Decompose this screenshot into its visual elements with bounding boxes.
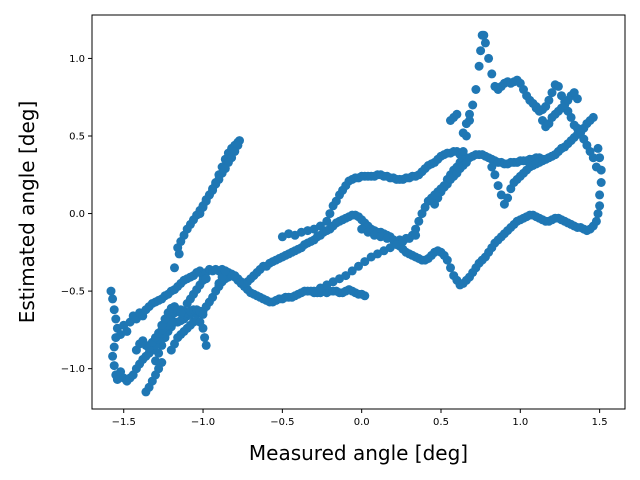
data-point: [476, 46, 486, 56]
data-point: [493, 181, 503, 191]
x-tick-label: 0.5: [433, 417, 449, 428]
y-tick-label: 0.0: [69, 209, 85, 220]
data-point: [479, 30, 489, 40]
y-tick-label: −0.5: [61, 287, 85, 298]
data-point: [566, 112, 576, 122]
data-point: [595, 153, 605, 163]
data-point: [220, 266, 230, 276]
data-point: [108, 351, 118, 361]
data-point: [452, 109, 462, 119]
data-point: [198, 323, 208, 333]
data-point: [595, 201, 605, 211]
data-point: [173, 243, 183, 253]
points-layer: [106, 30, 606, 397]
data-point: [347, 266, 357, 276]
x-axis-title: Measured angle [deg]: [249, 441, 468, 465]
y-axis-title: Estimated angle [deg]: [15, 101, 39, 324]
x-tick-label: −1.0: [191, 417, 215, 428]
x-axis-ticks: −1.5 −1.0 −0.5 0.0 0.5 1.0 1.5: [112, 409, 608, 428]
data-point: [322, 216, 332, 226]
x-tick-label: 0.0: [354, 417, 370, 428]
data-point: [487, 69, 497, 79]
data-point: [108, 294, 118, 304]
data-point: [176, 308, 186, 318]
data-point: [480, 38, 490, 48]
data-point: [157, 358, 167, 367]
y-tick-label: 0.5: [69, 131, 85, 142]
data-point: [354, 261, 363, 271]
data-point: [325, 209, 335, 219]
data-point: [465, 109, 474, 119]
x-tick-label: 1.0: [512, 417, 528, 428]
data-point: [458, 147, 468, 156]
data-point: [588, 153, 598, 163]
data-point: [544, 95, 554, 105]
data-point: [109, 305, 119, 315]
data-point: [595, 190, 605, 200]
data-point: [360, 257, 370, 267]
data-point: [341, 271, 351, 281]
data-point: [111, 314, 121, 324]
data-point: [201, 340, 211, 350]
data-point: [474, 61, 484, 71]
data-point: [446, 263, 455, 273]
data-point: [360, 291, 370, 301]
data-point: [596, 178, 606, 187]
data-point: [458, 128, 468, 138]
data-point: [461, 157, 471, 167]
data-point: [487, 162, 497, 172]
data-point: [109, 342, 119, 352]
plot-frame: [91, 14, 626, 410]
data-point: [503, 193, 513, 203]
x-tick-label: 1.5: [592, 417, 608, 428]
data-point: [461, 119, 471, 129]
data-point: [109, 361, 119, 371]
x-tick-label: −1.5: [112, 417, 136, 428]
data-point: [200, 333, 210, 343]
data-point: [414, 216, 424, 226]
data-point: [201, 274, 211, 284]
data-point: [557, 143, 566, 153]
data-point: [484, 53, 494, 63]
data-point: [534, 106, 544, 116]
x-tick-label: −0.5: [270, 417, 294, 428]
data-point: [411, 230, 421, 240]
data-point: [106, 286, 116, 296]
data-point: [315, 221, 325, 231]
y-tick-label: −1.0: [61, 364, 85, 375]
data-point: [547, 88, 557, 98]
data-point: [468, 100, 478, 110]
data-point: [198, 309, 208, 319]
data-point: [593, 209, 603, 219]
data-point: [591, 216, 601, 226]
data-point: [442, 255, 452, 265]
data-point: [588, 112, 598, 122]
data-point: [490, 170, 500, 180]
data-point: [572, 94, 582, 104]
y-tick-label: 1.0: [69, 54, 85, 65]
data-point: [170, 263, 179, 273]
data-point: [593, 143, 603, 153]
data-point: [122, 326, 132, 336]
y-axis-ticks: −1.0 −0.5 0.0 0.5 1.0: [61, 54, 92, 375]
data-point: [553, 81, 563, 91]
data-point: [471, 85, 481, 94]
data-point: [411, 224, 421, 234]
data-point: [591, 162, 601, 172]
